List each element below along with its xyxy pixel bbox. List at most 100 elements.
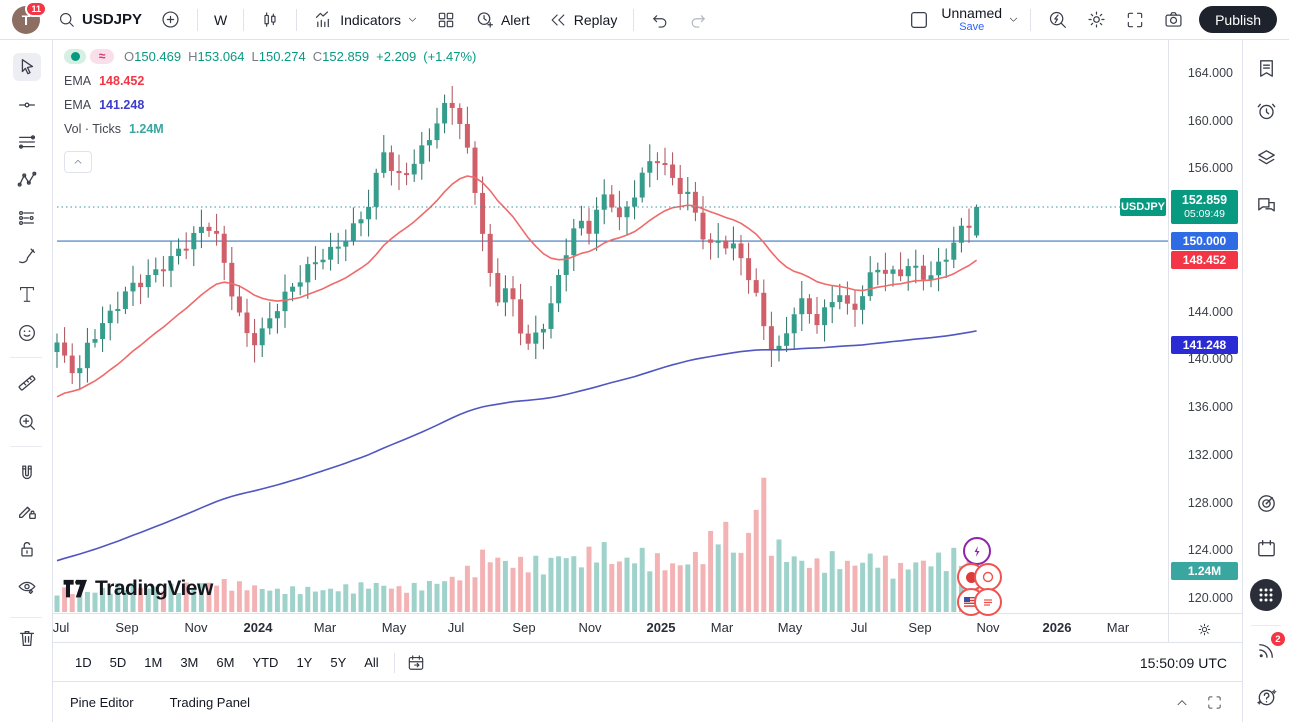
tab-trading-panel[interactable]: Trading Panel — [169, 695, 251, 710]
ema-label: EMA — [64, 74, 92, 88]
plus-circle-icon — [160, 9, 181, 30]
tool-drawing-mode-lock[interactable] — [13, 497, 41, 525]
volume-series — [54, 477, 980, 612]
panel-expand-icon[interactable] — [1206, 694, 1223, 711]
legend-collapse-button[interactable] — [64, 151, 92, 173]
range-button-1d[interactable]: 1D — [75, 655, 92, 670]
sidebar-divider — [1251, 625, 1281, 626]
time-tick-label: Mar — [313, 620, 337, 635]
publish-label: Publish — [1215, 11, 1261, 28]
object-tree-icon[interactable] — [1252, 143, 1280, 171]
streams-icon[interactable]: 2 — [1252, 630, 1287, 664]
range-button-5d[interactable]: 5D — [109, 655, 127, 670]
publish-button[interactable]: Publish — [1199, 6, 1277, 33]
tool-brush[interactable] — [13, 242, 41, 270]
snapshot-button[interactable] — [1154, 5, 1193, 35]
ema-slow-badge: 141.248 — [1171, 336, 1238, 355]
event-badge-group[interactable] — [963, 537, 991, 565]
time-tick-label: Sep — [512, 620, 536, 635]
toolbar-separator — [1030, 8, 1032, 31]
legend-ema-fast-row[interactable]: EMA 148.452 — [64, 72, 144, 90]
quick-search-button[interactable] — [1038, 5, 1077, 35]
tool-trend-line[interactable] — [13, 91, 41, 119]
ema-line-slow[interactable] — [56, 330, 977, 562]
range-button-6m[interactable]: 6M — [216, 655, 235, 670]
help-icon[interactable] — [1252, 683, 1280, 711]
axis-settings-gear-icon[interactable] — [1192, 617, 1216, 641]
range-button-ytd[interactable]: YTD — [252, 655, 279, 670]
chart-settings-button[interactable] — [1077, 5, 1116, 35]
chat-icon[interactable] — [1252, 191, 1280, 219]
events-extra-icon[interactable] — [974, 563, 1002, 591]
ema-line-fast[interactable] — [56, 175, 978, 398]
low-value: 150.274 — [258, 48, 306, 64]
layout-manager-button[interactable] — [899, 5, 939, 35]
volume-value: 1.24M — [128, 122, 164, 136]
user-avatar[interactable]: T 11 — [12, 0, 47, 34]
legend-volume-row[interactable]: Vol · Ticks 1.24M — [64, 120, 164, 138]
undo-button[interactable] — [641, 5, 679, 35]
legend-ema-slow-row[interactable]: EMA 141.248 — [64, 96, 144, 114]
alerts-icon[interactable] — [1252, 97, 1280, 125]
clock-utc[interactable]: 15:50:09 UTC — [1139, 654, 1227, 671]
replay-button[interactable]: Replay — [539, 5, 627, 35]
tool-zoom-in[interactable] — [13, 408, 41, 436]
tab-pine-editor[interactable]: Pine Editor — [70, 695, 134, 710]
screener-icon[interactable] — [1252, 489, 1280, 517]
tool-ruler[interactable] — [13, 369, 41, 397]
top-toolbar: T 11 USDJPY W Indicators Alert — [0, 0, 1289, 40]
events-lightning-icon[interactable] — [963, 537, 991, 565]
time-axis[interactable]: Jul Sep Nov 2024 Mar May Jul Sep Nov 2025 Mar May Ju… — [52, 613, 1243, 643]
change-pct-value: (+1.47%) — [423, 48, 477, 64]
panel-chevron-up-icon[interactable] — [1174, 695, 1190, 711]
chart-canvas[interactable] — [52, 39, 1243, 613]
calendar-icon[interactable] — [1252, 534, 1280, 562]
approx-data-icon: ≈ — [90, 48, 114, 64]
symbol-search-button[interactable]: USDJPY — [48, 5, 151, 35]
time-tick-label: Mar — [1106, 620, 1130, 635]
price-tick-label: 156.000 — [1187, 161, 1233, 176]
tool-magnet[interactable] — [13, 459, 41, 487]
time-tick-label: 2026 — [1042, 620, 1072, 635]
tool-emoji[interactable] — [13, 319, 41, 347]
tool-remove-drawings[interactable] — [13, 624, 41, 652]
alert-button[interactable]: Alert — [465, 5, 539, 35]
indicators-button[interactable]: Indicators — [304, 5, 427, 35]
interval-button[interactable]: W — [205, 5, 236, 35]
watchlist-icon[interactable] — [1252, 54, 1280, 82]
tool-xabcd-pattern[interactable] — [13, 166, 41, 194]
change-value: +2.209 — [376, 48, 417, 64]
high-value: 153.064 — [197, 48, 245, 64]
fullscreen-button[interactable] — [1116, 5, 1154, 35]
chart-style-button[interactable] — [251, 5, 289, 35]
tradingview-watermark: TradingView — [62, 577, 213, 601]
layout-dropdown-button[interactable] — [1004, 5, 1023, 35]
price-tick-label: 132.000 — [1187, 447, 1233, 462]
save-layout-button[interactable]: Unnamed Save — [941, 6, 1002, 33]
redo-button[interactable] — [679, 5, 717, 35]
indicators-icon — [313, 9, 334, 30]
range-button-3m[interactable]: 3M — [180, 655, 199, 670]
price-axis[interactable]: 164.000 160.000 156.000 144.000 140.000 136.0… — [1168, 39, 1243, 613]
tool-forecast[interactable] — [13, 204, 41, 232]
range-button-5y[interactable]: 5Y — [330, 655, 347, 670]
ema-fast-badge: 148.452 — [1171, 250, 1238, 269]
tool-lock-all[interactable] — [13, 535, 41, 563]
go-to-date-icon[interactable] — [403, 650, 429, 676]
tool-cursor[interactable] — [13, 53, 41, 81]
range-button-1y[interactable]: 1Y — [296, 655, 313, 670]
event-badge-group[interactable] — [957, 563, 1002, 591]
layout-grid-button[interactable] — [427, 5, 465, 35]
event-badge-group[interactable] — [957, 588, 1002, 616]
apps-menu-icon[interactable] — [1250, 579, 1282, 611]
tool-text[interactable] — [13, 280, 41, 308]
tool-hide-drawings[interactable] — [13, 573, 41, 601]
events-extra-icon[interactable] — [974, 588, 1002, 616]
compare-add-button[interactable] — [151, 5, 190, 35]
legend-main-row[interactable]: ≈ O150.469 H153.064 L150.274 C152.859 +2.209… — [64, 47, 483, 65]
tool-fib-retracement[interactable] — [13, 128, 41, 156]
bottom-range-bar: 1D 5D 1M 3M 6M YTD 1Y 5Y All 15:50:09 UTC — [52, 642, 1243, 682]
range-button-1m[interactable]: 1M — [144, 655, 163, 670]
range-button-all[interactable]: All — [364, 655, 379, 670]
